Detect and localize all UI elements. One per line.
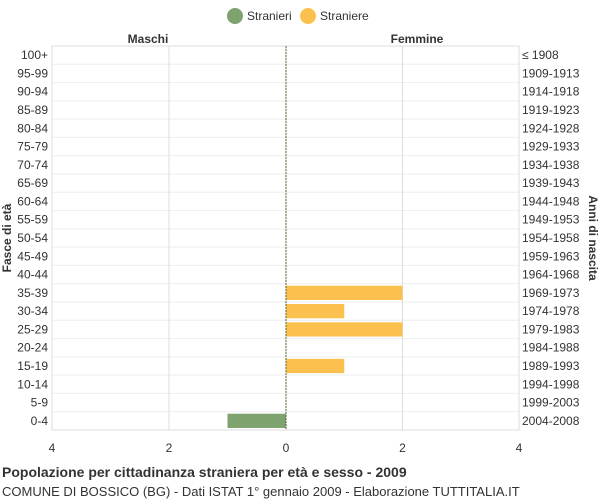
chart-footer-subtitle: COMUNE DI BOSSICO (BG) - Dati ISTAT 1° g… <box>2 484 520 499</box>
chart-footer-title: Popolazione per cittadinanza straniera p… <box>2 464 407 480</box>
birth-year-label: 1934-1938 <box>522 158 580 172</box>
birth-year-label: 1974-1978 <box>522 304 580 318</box>
bar-straniere-30-34 <box>286 304 345 319</box>
chart-legend: Stranieri Straniere <box>227 8 369 24</box>
age-group-label: 45-49 <box>17 249 48 263</box>
birth-year-label: 1909-1913 <box>522 66 580 80</box>
bar-stranieri-0-4 <box>227 413 286 428</box>
birth-year-label: 1949-1953 <box>522 213 580 227</box>
age-group-label: 50-54 <box>17 231 48 245</box>
legend-item-stranieri: Stranieri <box>227 8 292 24</box>
population-pyramid-chart: Stranieri Straniere Maschi Femmine 100+ 95… <box>0 8 600 455</box>
bar-straniere-35-39 <box>286 285 403 300</box>
birth-year-label: 1999-2003 <box>522 396 580 410</box>
y-axis-title-right: Anni di nascita <box>586 195 600 281</box>
birth-year-label: 1994-1998 <box>522 377 580 391</box>
age-group-label: 55-59 <box>17 213 48 227</box>
legend-label: Straniere <box>320 9 369 23</box>
age-group-label: 75-79 <box>17 140 48 154</box>
age-group-label: 95-99 <box>17 66 48 80</box>
age-group-label: 80-84 <box>17 121 48 135</box>
birth-year-label: 2004-2008 <box>522 414 580 428</box>
birth-year-label: 1964-1968 <box>522 268 580 282</box>
age-group-label: 70-74 <box>17 158 48 172</box>
age-group-label: 90-94 <box>17 85 48 99</box>
age-group-label: 100+ <box>21 48 48 62</box>
age-group-labels: 100+ 95-99 90-94 85-89 80-84 75-79 70-74 65-69 6… <box>17 48 48 428</box>
legend-swatch <box>300 8 316 24</box>
birth-year-label: 1959-1963 <box>522 249 580 263</box>
x-tick-label: 0 <box>283 441 290 455</box>
birth-year-label: 1969-1973 <box>522 286 580 300</box>
birth-year-label: 1984-1988 <box>522 341 580 355</box>
age-group-label: 0-4 <box>31 414 49 428</box>
birth-year-label: 1989-1993 <box>522 359 580 373</box>
age-group-label: 10-14 <box>17 377 48 391</box>
age-group-label: 65-69 <box>17 176 48 190</box>
legend-swatch <box>227 8 243 24</box>
age-group-label: 40-44 <box>17 268 48 282</box>
x-tick-label: 2 <box>399 441 406 455</box>
age-group-label: 15-19 <box>17 359 48 373</box>
bars-group <box>227 285 403 428</box>
birth-year-labels: ≤ 1908 1909-1913 1914-1918 1919-1923 1924-19… <box>522 48 580 428</box>
bar-straniere-25-29 <box>286 322 403 337</box>
age-group-label: 20-24 <box>17 341 48 355</box>
age-group-label: 25-29 <box>17 322 48 336</box>
age-group-label: 35-39 <box>17 286 48 300</box>
x-axis-ticks: 4 2 0 2 4 <box>49 441 523 455</box>
age-group-label: 5-9 <box>31 396 49 410</box>
birth-year-label: ≤ 1908 <box>522 48 559 62</box>
birth-year-label: 1919-1923 <box>522 103 580 117</box>
legend-item-straniere: Straniere <box>300 8 369 24</box>
age-group-label: 30-34 <box>17 304 48 318</box>
birth-year-label: 1914-1918 <box>522 85 580 99</box>
side-label-maschi: Maschi <box>128 32 169 46</box>
x-tick-label: 2 <box>166 441 173 455</box>
birth-year-label: 1944-1948 <box>522 194 580 208</box>
age-group-label: 85-89 <box>17 103 48 117</box>
birth-year-label: 1929-1933 <box>522 140 580 154</box>
x-tick-label: 4 <box>49 441 56 455</box>
y-axis-title-left: Fasce di età <box>0 203 14 272</box>
birth-year-label: 1939-1943 <box>522 176 580 190</box>
side-label-femmine: Femmine <box>391 32 444 46</box>
age-group-label: 60-64 <box>17 194 48 208</box>
bar-straniere-15-19 <box>286 358 345 374</box>
legend-label: Stranieri <box>247 9 292 23</box>
x-tick-label: 4 <box>516 441 523 455</box>
birth-year-label: 1979-1983 <box>522 322 580 336</box>
birth-year-label: 1954-1958 <box>522 231 580 245</box>
birth-year-label: 1924-1928 <box>522 121 580 135</box>
grid-lines <box>51 46 520 430</box>
